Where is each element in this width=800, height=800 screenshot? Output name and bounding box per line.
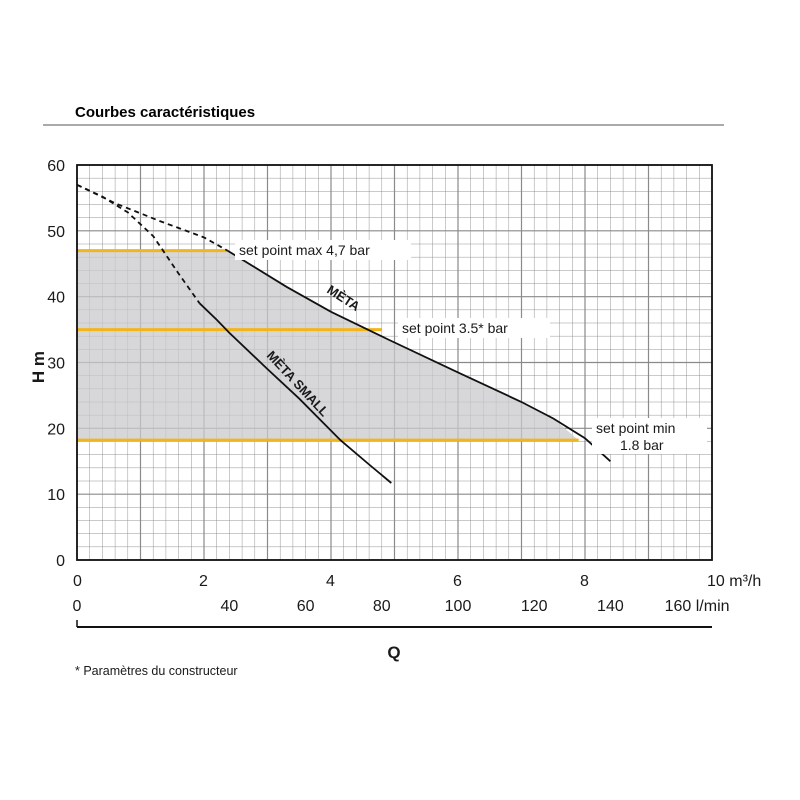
setpoint-label: 1.8 bar <box>620 437 664 453</box>
setpoint-lines <box>77 249 579 442</box>
y-tick-label: 10 <box>47 487 65 504</box>
setpoint-label: set point max 4,7 bar <box>239 242 370 258</box>
operating-area <box>77 250 579 441</box>
annotations: set point max 4,7 bar set point 3.5* bar s… <box>235 240 707 454</box>
x2-tick-label: 80 <box>373 598 391 615</box>
x2-tick-label: 0 <box>73 598 82 615</box>
y-tick-label: 20 <box>47 421 65 438</box>
footnote: * Paramètres du constructeur <box>75 664 238 678</box>
operating-area-fill <box>77 250 579 441</box>
plot-frame <box>76 164 713 561</box>
y-tick-label: 60 <box>47 158 65 175</box>
x-tick-label: 2 <box>199 573 208 590</box>
x-axis-label: Q <box>387 643 400 662</box>
x-tick-label: 6 <box>453 573 462 590</box>
setpoint-label: set point 3.5* bar <box>402 320 508 336</box>
x2-tick-label: 160 l/min <box>665 598 730 615</box>
pump-curves <box>76 183 612 484</box>
x-tick-label: 10 m³/h <box>707 573 761 590</box>
x-tick-label: 8 <box>580 573 589 590</box>
x2-tick-label: 120 <box>521 598 548 615</box>
setpoint-label-bg <box>398 318 550 338</box>
y-axis-label: H m <box>29 351 48 383</box>
x2-tick-label: 40 <box>221 598 239 615</box>
y-tick-label: 0 <box>56 553 65 570</box>
setpoint-label: set point min <box>596 420 675 436</box>
y-tick-label: 50 <box>47 224 65 241</box>
x-tick-label: 4 <box>326 573 335 590</box>
tick-labels: 0 10 20 30 40 50 60 0 2 4 6 8 10 m³/h 0 40 60 80 100 120 14… <box>47 158 761 615</box>
setpoint-label-bg <box>592 418 707 454</box>
y-tick-label: 30 <box>47 356 65 373</box>
plot-border <box>76 164 713 561</box>
x2-tick-label: 140 <box>597 598 624 615</box>
series-line <box>227 249 612 462</box>
y-tick-label: 40 <box>47 290 65 307</box>
series-line <box>198 302 392 484</box>
x2-tick-label: 100 <box>445 598 472 615</box>
x-tick-label: 0 <box>73 573 82 590</box>
chart-title: Courbes caractéristiques <box>75 104 255 121</box>
x2-tick-label: 60 <box>297 598 315 615</box>
setpoint-label-bg <box>235 240 411 260</box>
series-line <box>76 183 201 304</box>
